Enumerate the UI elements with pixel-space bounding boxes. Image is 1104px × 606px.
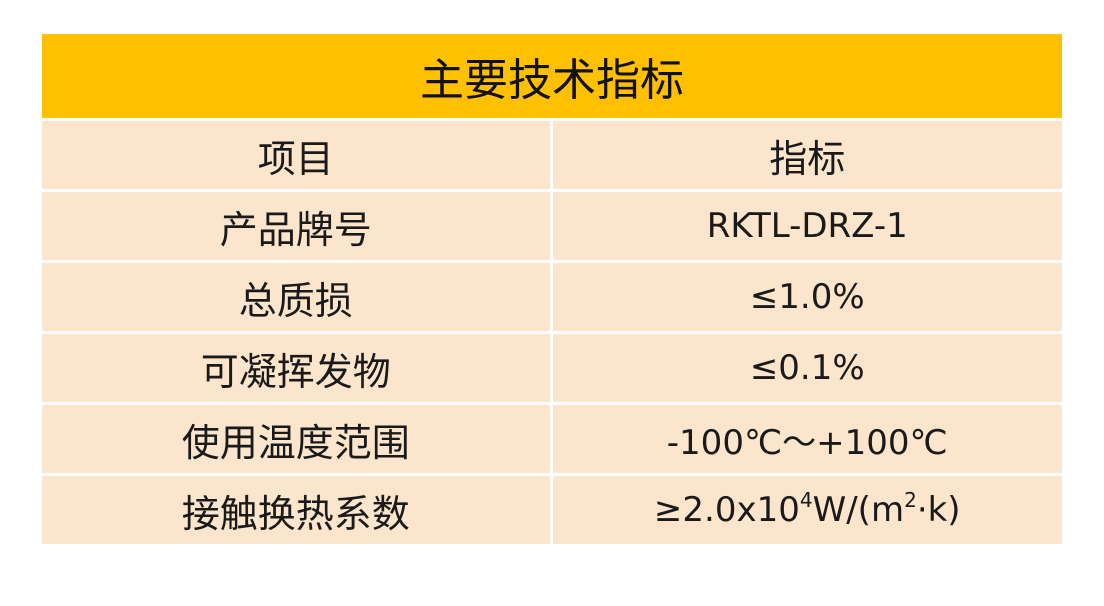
table-row: 可凝挥发物 ≤0.1% — [42, 332, 1062, 405]
title-row: 主要技术指标 — [42, 34, 1062, 121]
row-value: -100℃～+100℃ — [551, 403, 1062, 476]
row-value: RKTL-DRZ-1 — [551, 190, 1062, 263]
row-item-label: 总质损 — [42, 261, 553, 334]
table-row: 使用温度范围 -100℃～+100℃ — [42, 403, 1062, 476]
header-item: 项目 — [42, 119, 553, 192]
row-value-heat-coefficient: ≥2.0x104W/(m2·k) — [551, 474, 1062, 544]
row-item-label: 产品牌号 — [42, 190, 553, 263]
table-row: 接触换热系数 ≥2.0x104W/(m2·k) — [42, 474, 1062, 544]
header-spec: 指标 — [551, 119, 1062, 192]
value-unit: W/(m — [812, 490, 905, 530]
row-item-label: 接触换热系数 — [42, 474, 553, 544]
row-value: ≤1.0% — [551, 261, 1062, 334]
header-row: 项目 指标 — [42, 119, 1062, 192]
value-exponent: 4 — [799, 488, 813, 512]
row-item-label: 可凝挥发物 — [42, 332, 553, 405]
row-item-label: 使用温度范围 — [42, 403, 553, 476]
table-row: 产品牌号 RKTL-DRZ-1 — [42, 190, 1062, 263]
table-row: 总质损 ≤1.0% — [42, 261, 1062, 334]
value-unit-suffix: ·k) — [916, 490, 961, 530]
value-prefix: ≥2.0x10 — [653, 490, 800, 530]
spec-table: 主要技术指标 项目 指标 产品牌号 RKTL-DRZ-1 总质损 ≤1.0% 可… — [42, 34, 1062, 544]
row-value: ≤0.1% — [551, 332, 1062, 405]
value-unit-exponent: 2 — [904, 488, 917, 512]
table-title: 主要技术指标 — [42, 34, 1062, 121]
